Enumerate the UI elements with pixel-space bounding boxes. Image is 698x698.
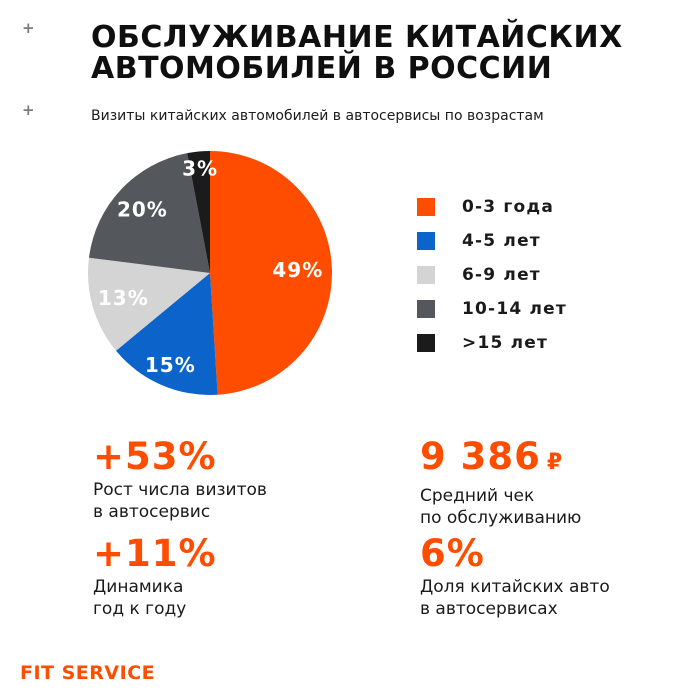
stat-average-check-desc: Средний чек по обслуживанию (420, 485, 581, 529)
stat-average-check-desc-line1: Средний чек (420, 486, 535, 506)
stat-yoy-dynamics-value: +11% (93, 532, 217, 575)
legend-label-0-3: 0-3 года (462, 197, 554, 217)
ruble-sign: ₽ (546, 450, 564, 475)
stat-average-check-desc-line2: по обслуживанию (420, 508, 582, 528)
stat-visits-growth-desc: Рост числа визитов в автосервис (93, 479, 267, 523)
pie-slice-label-1: 15% (145, 353, 196, 377)
pie-chart: 49% 15% 13% 20% 3% (87, 151, 333, 396)
pie-slice-0 (210, 151, 333, 395)
pie-slice-3 (88, 153, 210, 273)
legend-label-10-14: 10-14 лет (462, 299, 567, 319)
stat-yoy-dynamics-desc: Динамика год к году (93, 576, 217, 620)
legend-item-10-14: 10-14 лет (417, 299, 567, 319)
pie-slice-label-0: 49% (272, 258, 323, 282)
plus-decoration-bottom: + (22, 101, 35, 119)
legend-swatch-15-plus (417, 334, 435, 352)
pie-slice-4 (187, 151, 210, 273)
pie-slice-label-2: 13% (98, 286, 149, 310)
stat-yoy-dynamics-desc-line1: Динамика (93, 577, 184, 597)
legend-swatch-0-3 (417, 198, 435, 216)
stat-chinese-cars-share-desc: Доля китайских авто в автосервисах (420, 576, 610, 620)
legend-item-6-9: 6-9 лет (417, 265, 567, 285)
stat-yoy-dynamics-desc-line2: год к году (93, 599, 187, 619)
stat-visits-growth: +53% Рост числа визитов в автосервис (93, 437, 267, 523)
stat-visits-growth-value: +53% (93, 435, 217, 478)
chart-subtitle: Визиты китайских автомобилей в автосерви… (91, 108, 544, 124)
stat-chinese-cars-share: 6% Доля китайских авто в автосервисах (420, 534, 610, 620)
legend-swatch-4-5 (417, 232, 435, 250)
legend-swatch-10-14 (417, 300, 435, 318)
stat-visits-growth-desc-line1: Рост числа визитов (93, 480, 267, 500)
pie-slice-1 (116, 273, 218, 396)
stat-average-check-value: 9 386 ₽ (420, 437, 581, 483)
legend-item-15-plus: >15 лет (417, 333, 567, 353)
pie-slice-2 (87, 257, 210, 351)
pie-slice-label-4: 3% (182, 157, 218, 181)
stat-chinese-cars-share-desc-line2: в автосервисах (420, 599, 558, 619)
legend-label-6-9: 6-9 лет (462, 265, 541, 285)
legend-label-4-5: 4-5 лет (462, 231, 541, 251)
stat-average-check: 9 386 ₽ Средний чек по обслуживанию (420, 437, 581, 529)
legend-item-4-5: 4-5 лет (417, 231, 567, 251)
page-title-line-1: ОБСЛУЖИВАНИЕ КИТАЙСКИХ (91, 20, 623, 55)
page-title: ОБСЛУЖИВАНИЕ КИТАЙСКИХ АВТОМОБИЛЕЙ В РОС… (91, 22, 623, 84)
stat-average-check-amount: 9 386 (420, 435, 541, 478)
pie-legend: 0-3 года 4-5 лет 6-9 лет 10-14 лет >15 л… (417, 197, 567, 368)
stat-visits-growth-desc-line2: в автосервис (93, 502, 211, 522)
page-title-line-2: АВТОМОБИЛЕЙ В РОССИИ (91, 51, 553, 86)
legend-item-0-3: 0-3 года (417, 197, 567, 217)
stat-chinese-cars-share-desc-line1: Доля китайских авто (420, 577, 610, 597)
pie-slice-label-3: 20% (117, 198, 168, 222)
plus-decoration-top: + (22, 19, 35, 37)
legend-swatch-6-9 (417, 266, 435, 284)
stat-chinese-cars-share-value: 6% (420, 532, 485, 575)
legend-label-15-plus: >15 лет (462, 333, 549, 353)
fit-service-logo: FIT SERVICE (20, 662, 156, 684)
stat-yoy-dynamics: +11% Динамика год к году (93, 534, 217, 620)
